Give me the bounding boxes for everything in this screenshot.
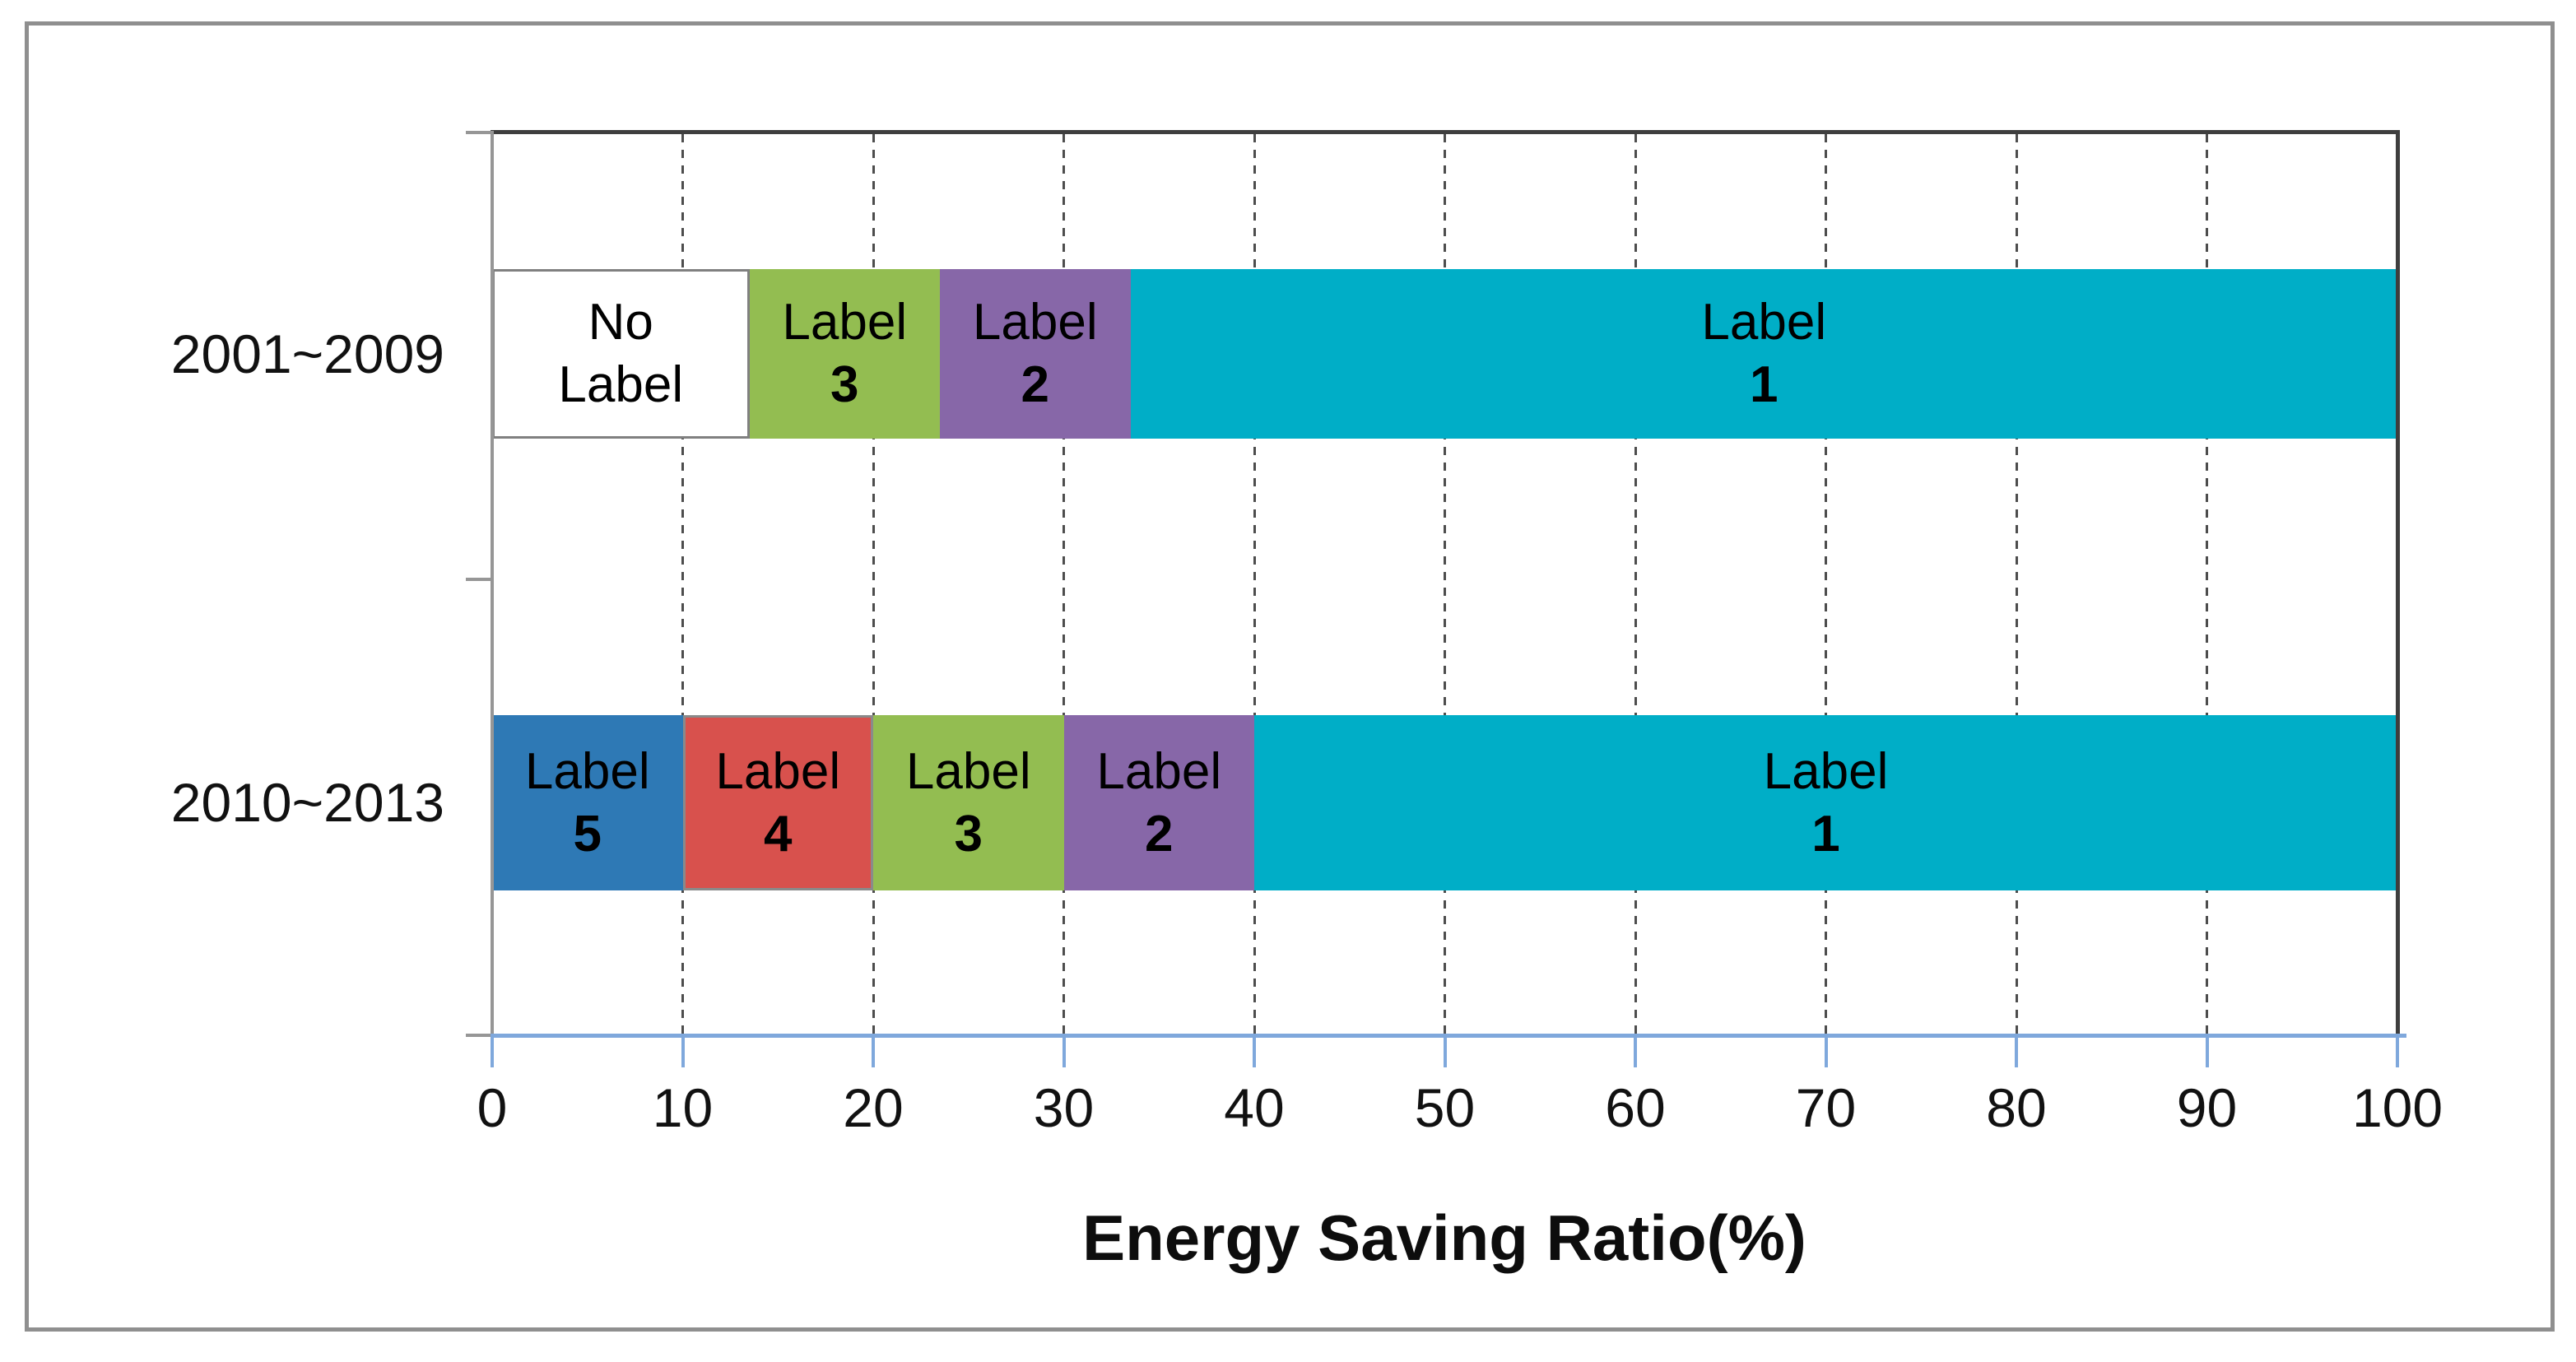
x-tick-90 <box>2205 1038 2209 1067</box>
bar-row-2001~2009: No Label Label 3 Label 2 Label 1 <box>0 269 2576 439</box>
y-axis-line <box>491 131 494 1035</box>
bar-segment-label-1: Label 1 <box>1130 269 2397 439</box>
segment-label-line1: Label <box>715 742 841 800</box>
x-tick-label-50: 50 <box>1414 1077 1476 1138</box>
segment-label-line2: 4 <box>764 805 793 862</box>
x-axis-line <box>491 1034 2406 1038</box>
x-tick-60 <box>1634 1038 1637 1067</box>
segment-label-line1: No <box>588 294 653 351</box>
category-label-2010~2013: 2010~2013 <box>170 772 444 833</box>
x-tick-label-20: 20 <box>843 1077 904 1138</box>
segment-label-line2: 2 <box>1021 356 1049 413</box>
gridline-40 <box>1253 134 1256 1034</box>
segment-label-line1: Label <box>1763 742 1889 800</box>
segment-label-line2: 3 <box>830 356 859 413</box>
bar-segment-label-3: Label 3 <box>873 715 1064 890</box>
segment-label-line2: 5 <box>573 805 602 862</box>
bar-segment-label-5: Label 5 <box>492 715 683 890</box>
segment-label-line1: Label <box>524 742 650 800</box>
x-tick-label-80: 80 <box>1986 1077 2047 1138</box>
bar-segment-label-3: Label 3 <box>749 269 941 439</box>
segment-label-line2: 3 <box>954 805 983 862</box>
bar-segment-label-4: Label 4 <box>682 715 873 890</box>
x-tick-label-30: 30 <box>1033 1077 1095 1138</box>
bar-segment-label-2: Label 2 <box>1063 715 1254 890</box>
segment-label-line1: Label <box>905 742 1031 800</box>
gridline-60 <box>1634 134 1637 1034</box>
x-tick-label-10: 10 <box>652 1077 714 1138</box>
x-tick-30 <box>1062 1038 1066 1067</box>
bar-segment-label-1: Label 1 <box>1254 715 2397 890</box>
figure-border <box>25 21 2555 1332</box>
x-tick-20 <box>872 1038 875 1067</box>
gridline-80 <box>2015 134 2018 1034</box>
plot-top-border <box>491 130 2400 134</box>
gridline-70 <box>1825 134 1827 1034</box>
x-tick-10 <box>681 1038 685 1067</box>
x-tick-40 <box>1253 1038 1256 1067</box>
gridline-90 <box>2206 134 2208 1034</box>
x-tick-label-70: 70 <box>1795 1077 1857 1138</box>
x-axis-title: Energy Saving Ratio(%) <box>1082 1202 1806 1274</box>
x-tick-100 <box>2396 1038 2399 1067</box>
x-tick-label-40: 40 <box>1224 1077 1285 1138</box>
segment-label-line1: Label <box>782 294 908 351</box>
plot-right-border <box>2396 130 2400 1036</box>
bar-segment-no-label: No Label <box>492 269 750 439</box>
y-tick-1 <box>466 578 491 581</box>
gridline-50 <box>1444 134 1446 1034</box>
x-tick-label-90: 90 <box>2176 1077 2238 1138</box>
gridline-20 <box>872 134 875 1034</box>
gridline-30 <box>1062 134 1065 1034</box>
segment-label-line2: Label <box>558 356 684 413</box>
y-tick-2 <box>466 1034 491 1037</box>
segment-label-line1: Label <box>972 294 1098 351</box>
category-label-2001~2009: 2001~2009 <box>170 323 444 384</box>
y-tick-0 <box>466 131 491 134</box>
bar-segment-label-2: Label 2 <box>940 269 1131 439</box>
x-tick-label-60: 60 <box>1605 1077 1666 1138</box>
segment-label-line2: 1 <box>1750 356 1779 413</box>
segment-label-line2: 2 <box>1145 805 1174 862</box>
x-tick-50 <box>1443 1038 1447 1067</box>
segment-label-line1: Label <box>1096 742 1222 800</box>
segment-label-line2: 1 <box>1811 805 1840 862</box>
x-tick-70 <box>1824 1038 1828 1067</box>
gridline-10 <box>681 134 684 1034</box>
x-tick-label-0: 0 <box>477 1077 508 1138</box>
segment-label-line1: Label <box>1701 294 1827 351</box>
bar-row-2010~2013: Label 5 Label 4 Label 3 Label 2 Label 1 <box>0 715 2576 890</box>
x-tick-80 <box>2015 1038 2018 1067</box>
x-tick-label-100: 100 <box>2351 1077 2443 1138</box>
x-tick-0 <box>491 1038 494 1067</box>
